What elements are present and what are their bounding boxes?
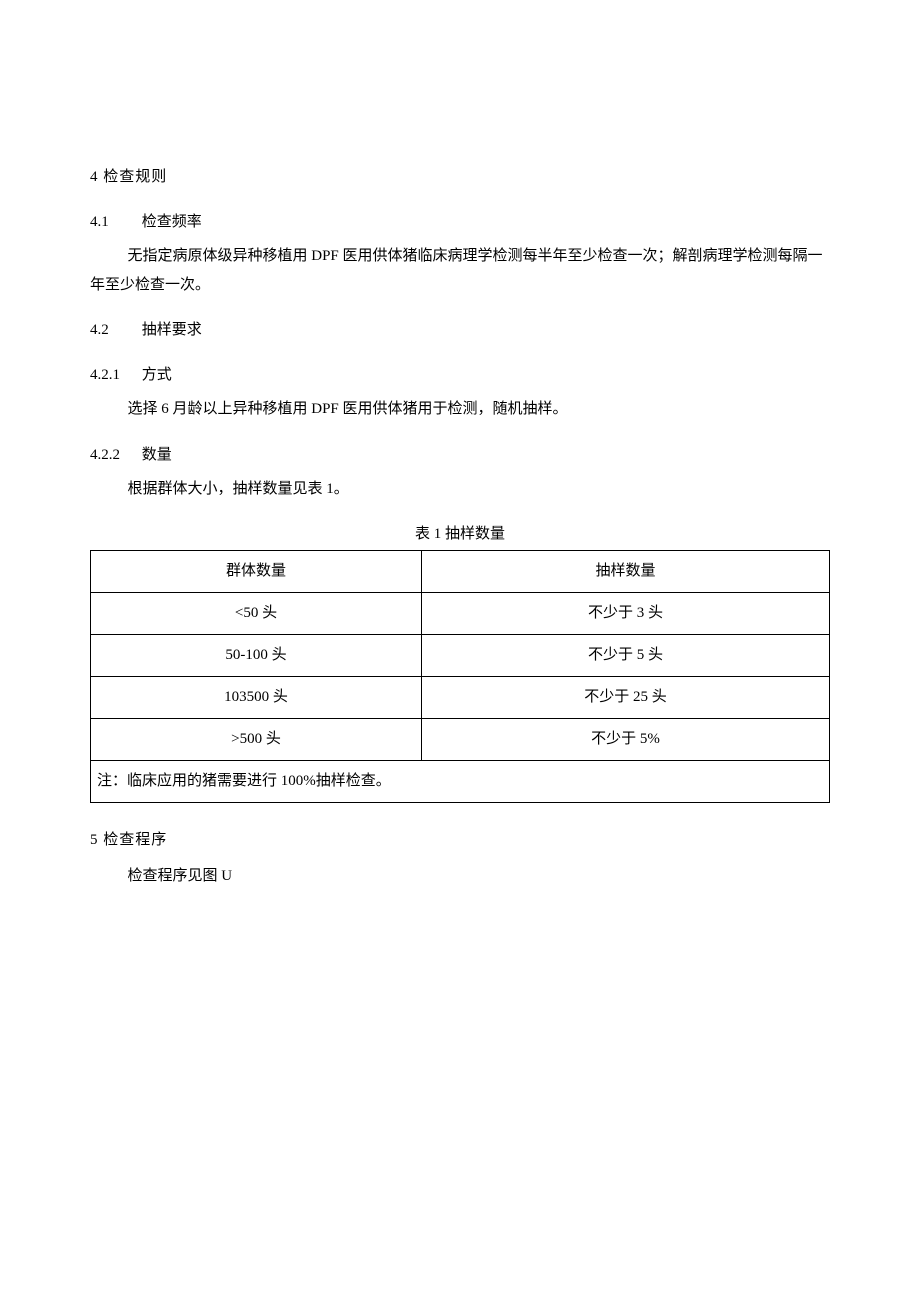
section-4-2-1-label: 方式 [142, 367, 172, 383]
section-4-2-1-num: 4.2.1 [90, 362, 138, 389]
section-5-heading: 5 检查程序 [90, 827, 830, 854]
table-col-population: 群体数量 [91, 551, 422, 593]
table-cell: 50-100 头 [91, 635, 422, 677]
table-row: >500 头 不少于 5% [91, 719, 830, 761]
section-4-2-heading: 4.2 抽样要求 [90, 317, 830, 344]
section-5-para: 检查程序见图 U [90, 862, 830, 891]
section-4-heading: 4 检查规则 [90, 164, 830, 191]
table-note: 注：临床应用的猪需要进行 100%抽样检查。 [91, 761, 830, 803]
section-4-2-label: 抽样要求 [142, 322, 202, 338]
table-cell: 不少于 3 头 [422, 593, 830, 635]
table-cell: 103500 头 [91, 677, 422, 719]
table-col-samplesize: 抽样数量 [422, 551, 830, 593]
section-4-1-num: 4.1 [90, 209, 138, 236]
section-4-1-label: 检查频率 [142, 214, 202, 230]
sampling-quantity-table: 群体数量 抽样数量 <50 头 不少于 3 头 50-100 头 不少于 5 头… [90, 550, 830, 803]
section-4-2-2-num: 4.2.2 [90, 442, 138, 469]
table-row: 50-100 头 不少于 5 头 [91, 635, 830, 677]
section-4-2-1-para: 选择 6 月龄以上异种移植用 DPF 医用供体猪用于检测，随机抽样。 [90, 395, 830, 424]
table-cell: 不少于 25 头 [422, 677, 830, 719]
table-cell: <50 头 [91, 593, 422, 635]
table-row: 103500 头 不少于 25 头 [91, 677, 830, 719]
table-cell: >500 头 [91, 719, 422, 761]
table-cell: 不少于 5 头 [422, 635, 830, 677]
section-4-2-2-para: 根据群体大小，抽样数量见表 1。 [90, 475, 830, 504]
section-4-1-para: 无指定病原体级异种移植用 DPF 医用供体猪临床病理学检测每半年至少检查一次；解… [90, 242, 830, 299]
table-row: <50 头 不少于 3 头 [91, 593, 830, 635]
table-1-caption: 表 1 抽样数量 [90, 521, 830, 548]
section-4-1-heading: 4.1 检查频率 [90, 209, 830, 236]
table-cell: 不少于 5% [422, 719, 830, 761]
section-4-2-2-label: 数量 [142, 447, 172, 463]
table-header-row: 群体数量 抽样数量 [91, 551, 830, 593]
section-4-2-1-heading: 4.2.1 方式 [90, 362, 830, 389]
table-note-row: 注：临床应用的猪需要进行 100%抽样检查。 [91, 761, 830, 803]
section-4-2-num: 4.2 [90, 317, 138, 344]
section-4-2-2-heading: 4.2.2 数量 [90, 442, 830, 469]
